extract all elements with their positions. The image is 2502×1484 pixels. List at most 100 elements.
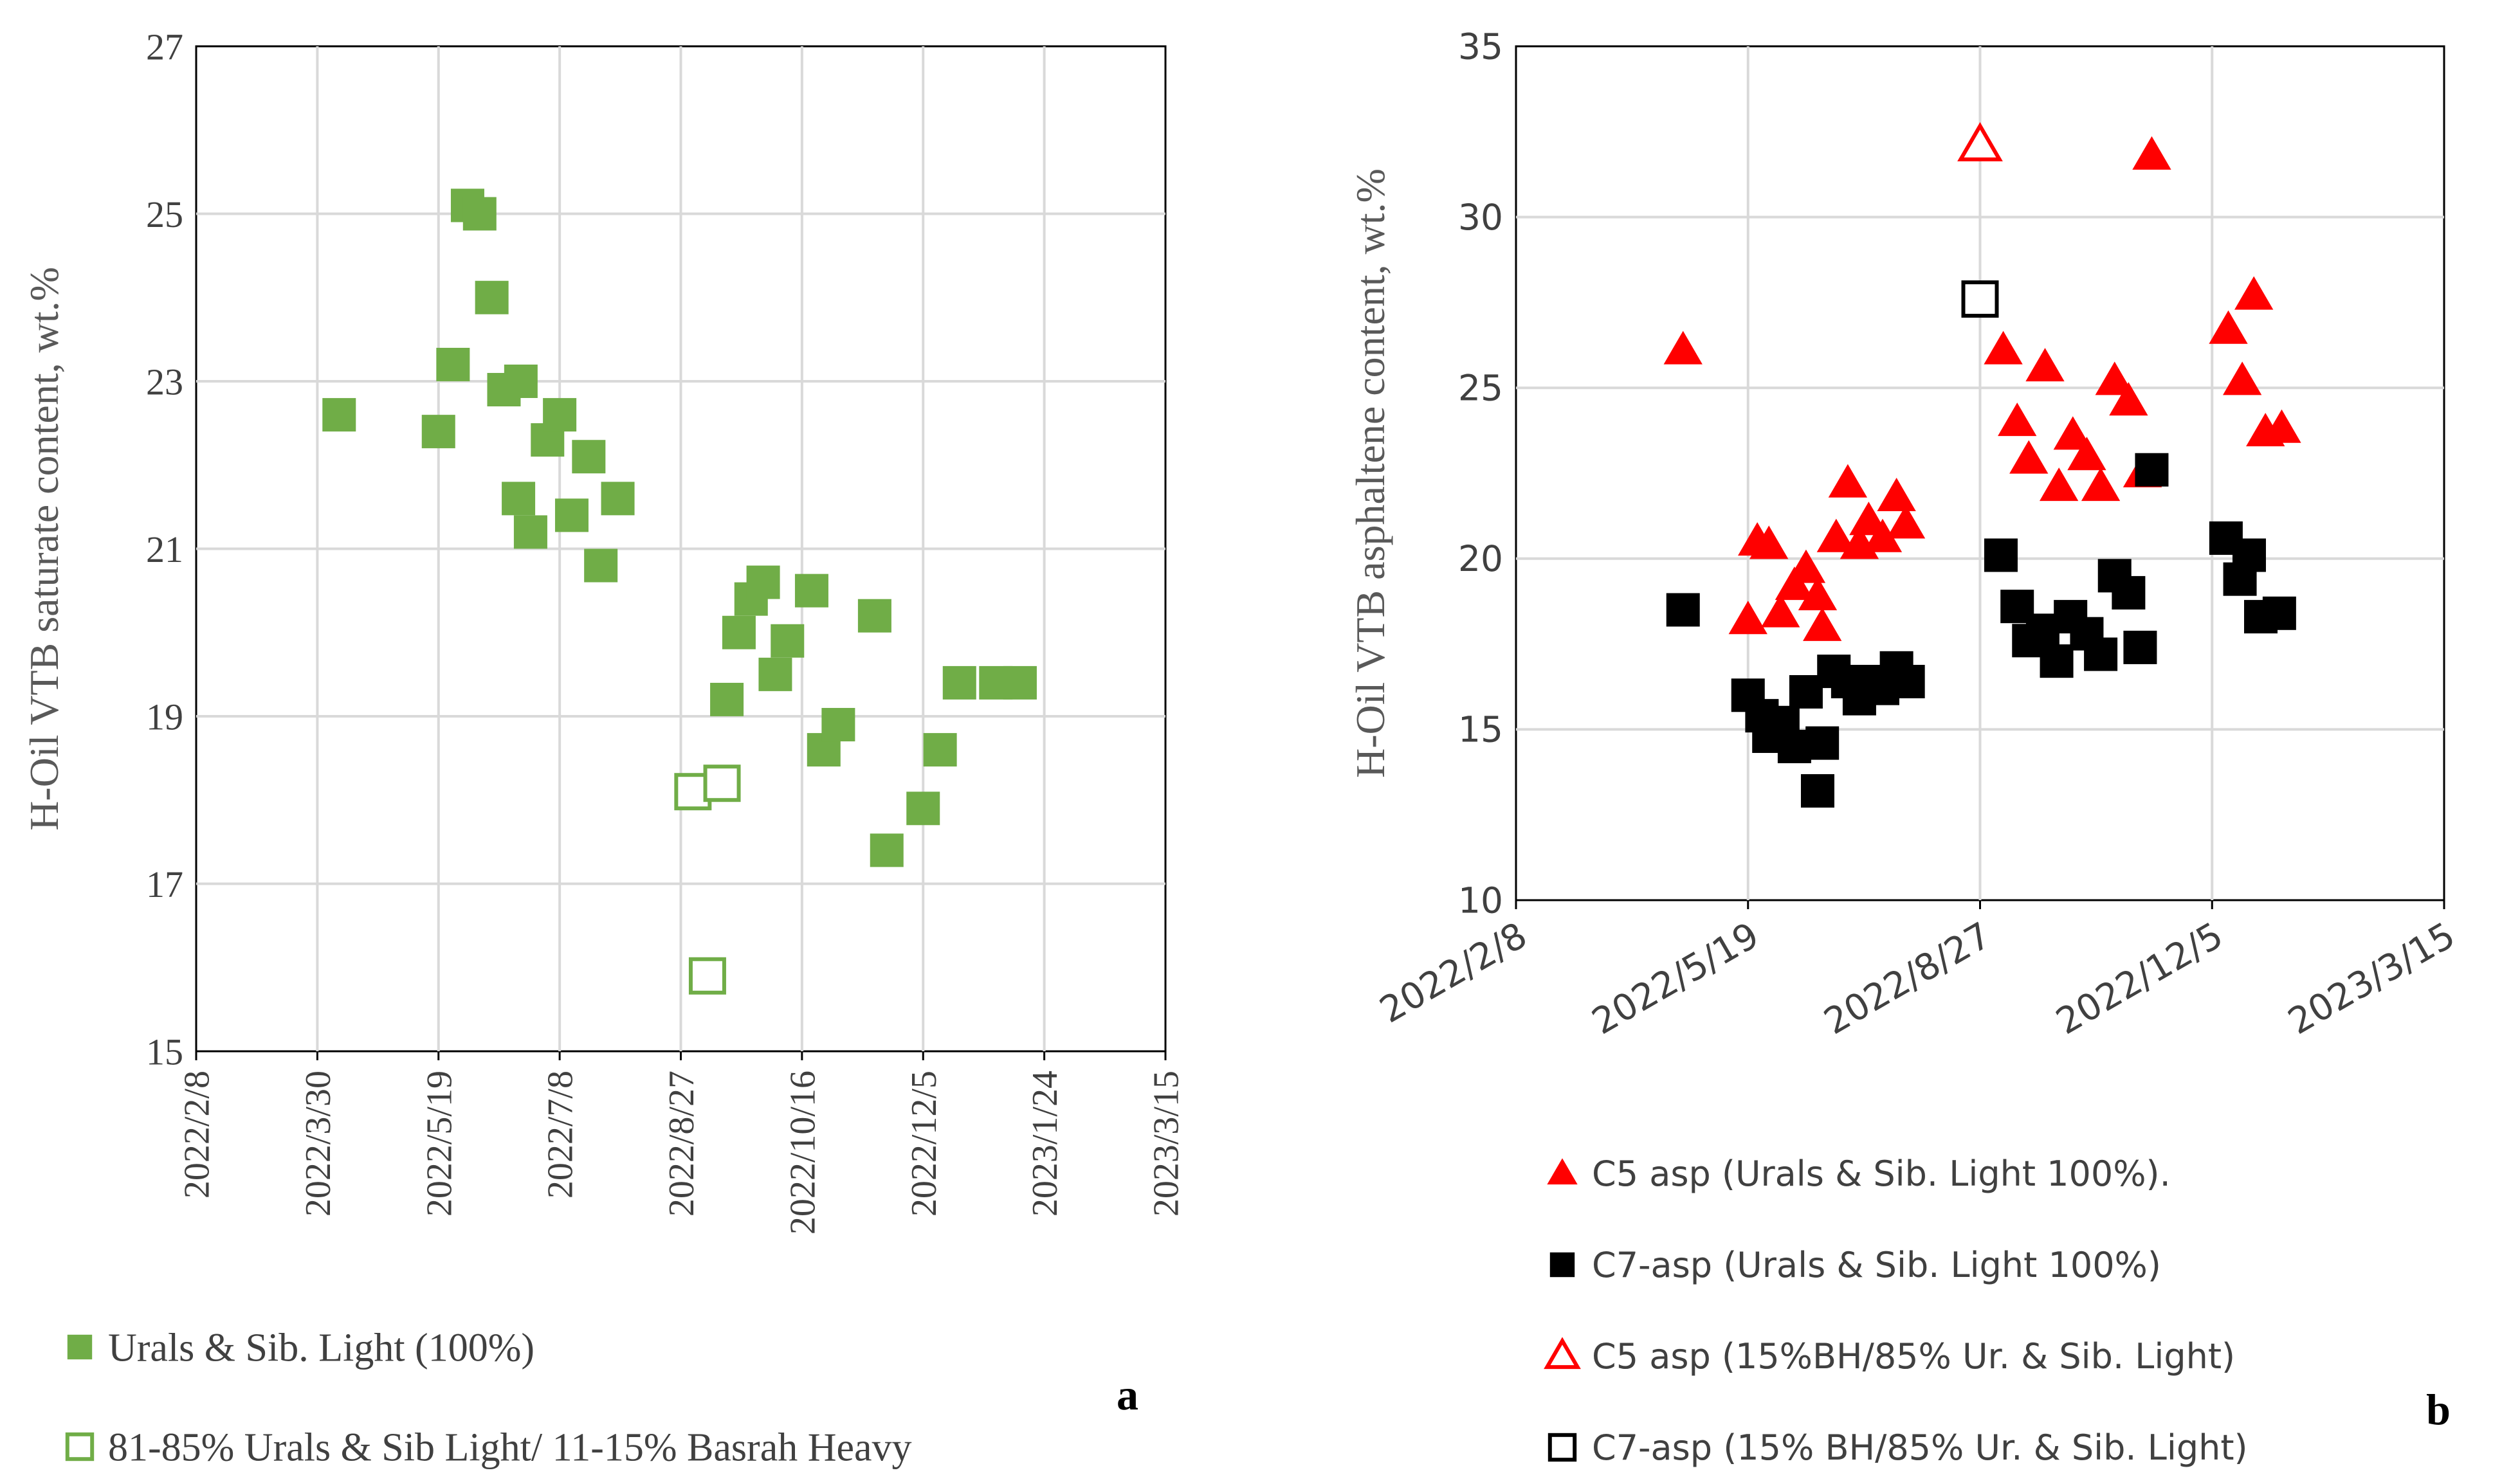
legend-symbol [1544,1337,1581,1370]
legend: Urals & Sib. Light (100%) 81-85% Urals & … [65,1326,912,1470]
data-point [1761,593,1800,628]
panel-label: a [1117,1370,1138,1419]
data-point [2095,361,2134,395]
legend-label: C7-asp (15% BH/85% Ur. & Sib. Light) [1592,1427,2248,1468]
data-point [2053,416,2092,450]
data-point [771,624,805,658]
data-point [703,765,741,802]
legend-symbol [1547,1158,1578,1185]
data-point [688,957,726,995]
data-point [2123,630,2157,664]
data-point [2009,440,2049,474]
legend-symbol [65,1432,95,1461]
data-point [2081,467,2121,502]
data-point [1984,330,2023,365]
data-point [2262,596,2296,630]
data-point [2039,467,2079,502]
x-tick-label: 2023/1/24 [1025,1071,1065,1217]
data-point [1800,774,1834,808]
y-tick-label: 10 [1458,880,1503,921]
data-point [543,398,577,432]
y-tick-label: 15 [1458,709,1503,750]
data-point [746,565,780,599]
data-point [572,440,606,474]
x-tick-label: 2022/7/8 [541,1071,581,1199]
data-point [942,665,976,700]
data-point [710,682,744,716]
x-tick-label: 2022/5/19 [1585,914,1766,1043]
data-point [2040,644,2074,678]
data-point [1863,518,1903,552]
legend-symbol [1549,1252,1575,1278]
data-point [2084,637,2118,671]
legend-label: Urals & Sib. Light (100%) [108,1326,534,1370]
data-point [2262,409,2301,443]
series-1 [1663,136,2301,641]
y-tick-label: 15 [146,1031,183,1072]
legend-symbol [67,1334,93,1360]
data-point [504,365,538,398]
series-2 [1666,453,2296,808]
data-point [1775,566,1814,601]
y-tick-label: 30 [1458,197,1503,238]
data-point [322,398,356,432]
data-point [2222,361,2262,395]
data-point [1003,665,1037,700]
legend: C5 asp (Urals & Sib. Light 100%). C7-asp … [1544,1154,2248,1468]
data-point [2067,437,2106,471]
data-point [2234,276,2274,310]
data-point [2135,453,2169,487]
x-tick-label: 2022/10/16 [783,1071,823,1235]
data-point [923,733,957,767]
data-point [1816,518,1856,552]
series-1 [322,188,1037,867]
y-tick-label: 27 [146,26,183,68]
x-tick-label: 2022/2/8 [178,1071,217,1199]
data-point [2209,310,2248,344]
y-tick-label: 25 [146,194,183,235]
legend-label: C7-asp (Urals & Sib. Light 100%) [1592,1245,2161,1285]
x-tick-label: 2022/12/5 [2049,914,2230,1043]
data-point [475,280,509,314]
series-3 [1957,122,2003,161]
data-point [906,792,940,826]
y-tick-label: 20 [1458,538,1503,579]
y-tick-label: 35 [1458,26,1503,67]
data-point [1998,403,2037,437]
y-tick-label: 17 [146,864,183,905]
data-point [462,197,497,231]
data-point [2232,538,2266,572]
data-point [1786,549,1826,583]
data-point [2025,348,2065,382]
y-tick-label: 21 [146,529,183,570]
series-2 [674,765,741,995]
data-point [821,708,855,742]
legend-label: 81-85% Urals & Sib Light/ 11-15% Basrah … [108,1426,912,1470]
data-point [1666,593,1700,627]
data-point [1663,330,1703,365]
data-point [1805,726,1840,760]
chart-a: 15 17 19 21 23 25 27 2022/2/8 2022/3/30 2022/5/19… [21,26,1187,1469]
data-point [1886,505,1926,539]
data-point [857,599,891,633]
data-point [794,574,828,608]
data-point [554,498,589,532]
x-tick-label: 2022/2/8 [1373,914,1534,1031]
data-point [674,773,712,811]
data-point [1961,280,1999,318]
legend-label: C5 asp (15%BH/85% Ur. & Sib. Light) [1592,1336,2235,1377]
y-tick-label: 25 [1458,367,1503,408]
x-tick-label: 2022/8/27 [1817,914,1998,1043]
data-point [436,347,470,381]
data-point [722,615,756,649]
y-axis-label: H-Oil VTB saturate content, wt.% [21,267,67,831]
data-point [601,482,635,516]
data-point [1749,525,1789,559]
series-4 [1961,280,1999,318]
data-point [1891,665,1925,699]
data-point [513,515,547,549]
data-point [584,548,618,583]
x-tick-label: 2022/5/19 [419,1071,459,1217]
x-tick-label: 2022/3/30 [298,1071,338,1217]
